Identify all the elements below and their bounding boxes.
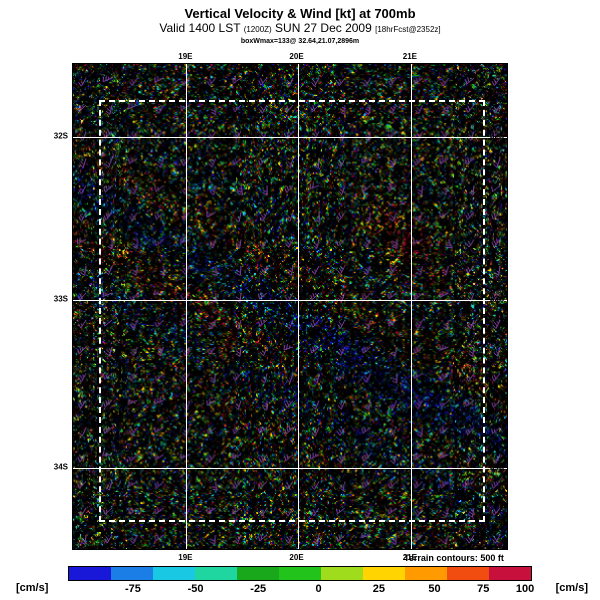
lat-tick-label-right: 33S <box>490 294 505 304</box>
colorbar-segment <box>321 567 363 580</box>
colorbar-segment <box>447 567 489 580</box>
colorbar-tick-label: -25 <box>250 583 267 595</box>
colorbar-tick-label: -50 <box>187 583 204 595</box>
colorbar-tick-label: 50 <box>428 583 441 595</box>
lon-tick-label-bottom: 20E <box>289 553 304 562</box>
lat-tick-label-left: 32S <box>53 131 68 141</box>
lon-tick-label-top: 21E <box>402 52 418 61</box>
colorbar-unit-left: [cm/s] <box>16 582 49 594</box>
colorbar-segment <box>279 567 321 580</box>
valid-time-date: SUN 27 Dec 2009 <box>275 21 372 35</box>
lon-tick-label-top: 19E <box>178 52 193 61</box>
lon-tick-label-bottom: 21E <box>402 553 418 562</box>
colorbar-area: [cm/s] [cm/s] Terrain contours: 500 ft -… <box>0 553 600 600</box>
lon-tick-label-top: 20E <box>289 52 304 61</box>
graticule-parallel <box>73 468 507 470</box>
valid-time-line: Valid 1400 LST (1200Z) SUN 27 Dec 2009 [… <box>0 21 600 37</box>
max-value-annotation: boxWmax=133@ 32.64,21.07,2896m <box>240 38 360 45</box>
page-title: Vertical Velocity & Wind [kt] at 700mb <box>184 6 416 21</box>
lat-tick-label-left: 34S <box>53 462 68 472</box>
vertical-velocity-field <box>73 64 507 549</box>
colorbar-segment <box>237 567 279 580</box>
lat-tick-label-left: 33S <box>53 294 68 304</box>
valid-time-utc: (1200Z) <box>243 25 272 34</box>
colorbar-tick-label: 0 <box>315 583 322 595</box>
colorbar-segment <box>363 567 405 580</box>
colorbar-tick-label: 100 <box>515 583 535 595</box>
colorbar-segment <box>489 567 531 580</box>
colorbar-segment <box>69 567 111 580</box>
terrain-contour-note: Terrain contours: 500 ft <box>404 553 504 563</box>
colorbar-segment <box>195 567 237 580</box>
colorbar-segment <box>405 567 447 580</box>
colorbar-tick-label: 75 <box>477 583 490 595</box>
colorbar-segment <box>153 567 195 580</box>
colorbar-segment <box>111 567 153 580</box>
graticule-parallel <box>73 137 507 139</box>
colorbar-unit-right: [cm/s] <box>555 582 588 594</box>
valid-time-main: Valid 1400 LST <box>159 21 241 35</box>
forecast-stamp: [18hrFcst@2352z] <box>375 25 441 34</box>
colorbar <box>68 566 532 581</box>
lat-tick-label-right: 34S <box>490 462 505 472</box>
field-canvas <box>73 64 507 549</box>
graticule-parallel <box>73 300 507 302</box>
graticule-meridian <box>186 64 188 549</box>
map-panel <box>72 63 508 550</box>
graticule-meridian <box>410 64 412 549</box>
lat-tick-label-right: 32S <box>490 131 505 141</box>
graticule-meridian <box>297 64 299 549</box>
inner-domain-box <box>99 100 485 522</box>
lon-tick-label-bottom: 19E <box>178 553 193 562</box>
colorbar-tick-label: -75 <box>125 583 141 595</box>
colorbar-tick-label: 25 <box>372 583 385 595</box>
title-block: Vertical Velocity & Wind [kt] at 700mb V… <box>0 6 600 47</box>
